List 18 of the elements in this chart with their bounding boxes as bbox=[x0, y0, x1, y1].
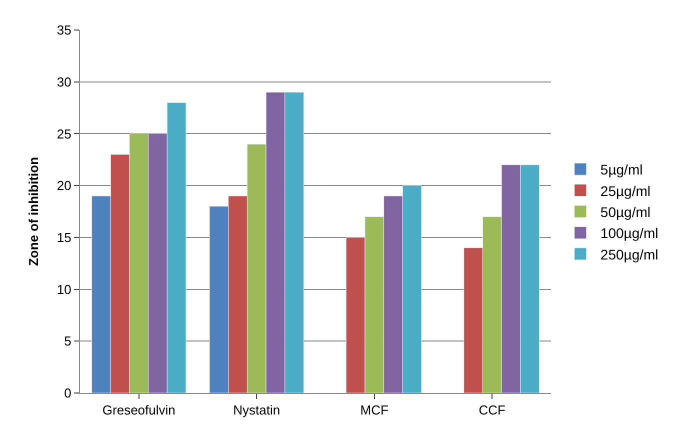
legend-label: 50µg/ml bbox=[600, 204, 651, 220]
legend-label: 25µg/ml bbox=[600, 182, 651, 199]
x-tick-label: Nystatin bbox=[233, 402, 280, 418]
y-tick-label: 25 bbox=[56, 126, 72, 142]
legend-label: 250µg/ml bbox=[600, 246, 658, 262]
y-tick-label: 10 bbox=[56, 282, 72, 297]
y-tick-label: 30 bbox=[56, 74, 72, 90]
legend-label: 100µg/ml bbox=[600, 225, 658, 242]
legend-label: 5µg/ml bbox=[600, 162, 643, 178]
y-axis-title: Zone of inhibition bbox=[26, 156, 41, 266]
y-tick-label: 20 bbox=[56, 178, 72, 194]
y-tick-label: 5 bbox=[64, 334, 72, 349]
x-tick-label: Greseofulvin bbox=[102, 402, 176, 418]
y-tick-label: 35 bbox=[56, 22, 72, 38]
y-tick-label: 15 bbox=[56, 230, 72, 245]
y-tick-label: 0 bbox=[64, 386, 72, 401]
x-tick-label: MCF bbox=[360, 402, 389, 418]
x-tick-label: CCF bbox=[478, 402, 506, 418]
